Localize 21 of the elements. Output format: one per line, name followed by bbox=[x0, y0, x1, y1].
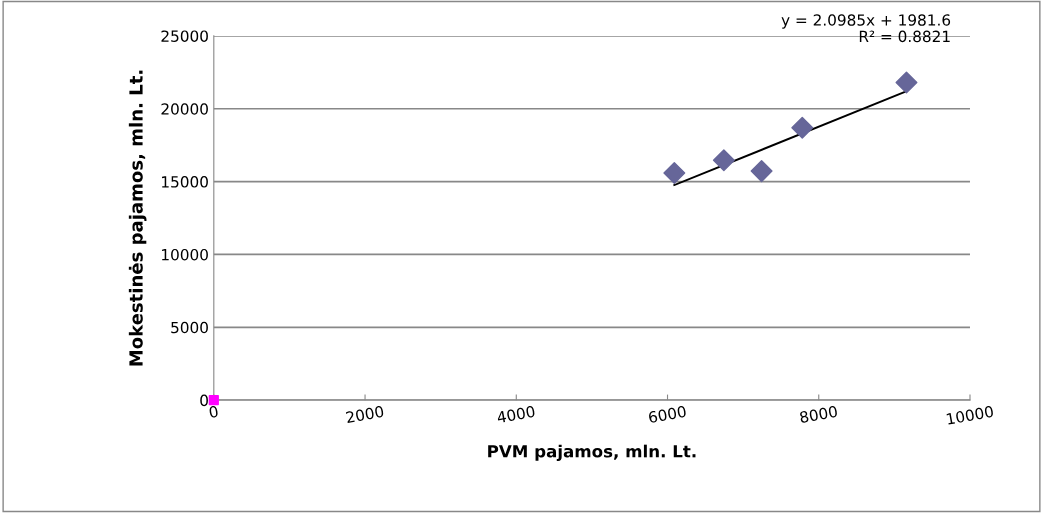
y-tick-label: 5000 bbox=[171, 321, 208, 334]
x-tick-label: 6000 bbox=[648, 405, 687, 424]
x-tick-label: 2000 bbox=[345, 405, 384, 424]
point bbox=[663, 162, 686, 185]
point bbox=[791, 116, 814, 139]
point bbox=[712, 149, 735, 172]
y-tick-label: 20000 bbox=[161, 103, 208, 115]
point bbox=[895, 71, 918, 94]
y-tick-label: 10000 bbox=[162, 248, 208, 261]
y-axis-title: Mokestinės pajamos, mln. Lt. bbox=[128, 70, 147, 366]
x-tick-label: 8000 bbox=[799, 405, 838, 424]
y-tick-label: 25000 bbox=[161, 30, 208, 42]
x-tick-label: 10000 bbox=[946, 405, 994, 425]
y-tick-label: 0 bbox=[200, 394, 208, 407]
point bbox=[750, 160, 773, 183]
y-tick-label: 15000 bbox=[162, 176, 208, 188]
x-tick-label: 0 bbox=[208, 405, 219, 419]
text: y = 2.0985x + 1981.6 bbox=[781, 14, 951, 29]
annotation: R² = 0.8821 bbox=[859, 30, 950, 43]
x-axis-title: PVM pajamos, mln. Lt. bbox=[488, 444, 696, 461]
x-tick-label: 4000 bbox=[496, 405, 536, 424]
